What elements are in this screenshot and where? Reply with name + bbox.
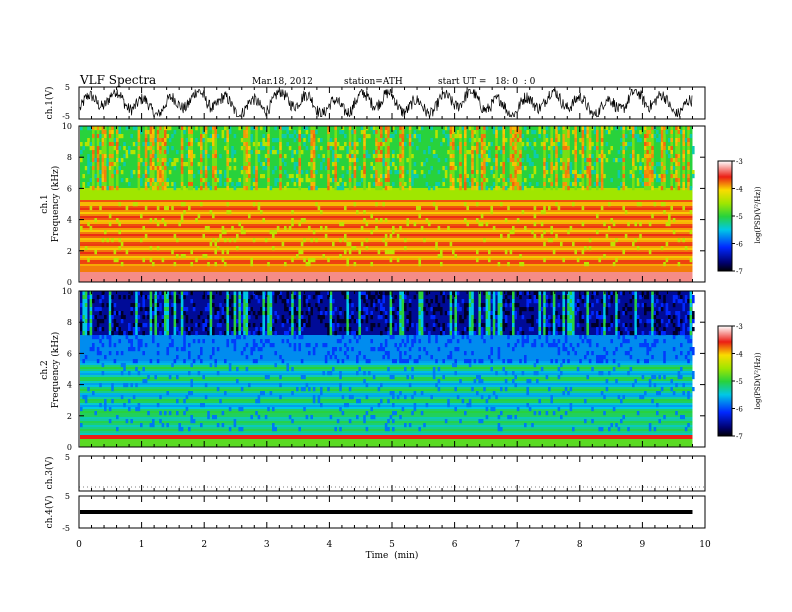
ch1-spectrogram-image xyxy=(80,126,695,283)
ch2-spectrogram-colorbar-tick: -7 xyxy=(736,433,743,441)
panel-2-frame xyxy=(78,125,706,283)
ch1-spectrogram-colorbar-tick: -4 xyxy=(736,186,743,194)
ch1-ylabel: ch.1(V) xyxy=(44,87,55,120)
x-tick-label: 1 xyxy=(139,540,145,550)
ch1-spectrogram-ytick-label: 6 xyxy=(67,184,72,193)
ch4-waveform-trace xyxy=(80,510,693,514)
x-axis-tick-labels: 0 1 2 3 4 5 6 7 8 9 10 xyxy=(76,540,711,550)
ch2-spectrogram-colorbar-tick: -3 xyxy=(736,323,743,331)
x-tick-label: 7 xyxy=(514,540,520,550)
ch2-spec-ylabel-channel: ch.2 xyxy=(40,360,50,379)
ch1-spectrogram-colorbar: -3 -4 -5 -6 -7 xyxy=(717,158,743,276)
ch4-ytick-top: 5 xyxy=(65,492,70,501)
ch2-spectrogram-ytick-label: 2 xyxy=(67,412,72,421)
start-time-label: start UT = 18: 0 : 0 xyxy=(438,77,536,87)
ch2-spectrogram-colorbar: -3 -4 -5 -6 -7 xyxy=(717,323,743,441)
ch1-spectrogram-colorbar-tick: -3 xyxy=(736,158,743,166)
ch2-spectrogram-colorbar-tick: -5 xyxy=(736,378,743,386)
panels-layer xyxy=(78,86,706,529)
x-tick-label: 2 xyxy=(201,540,207,550)
ch2-spec-ytick-labels: 0 2 4 6 8 10 xyxy=(62,287,72,452)
ch1-spec-ylabel-channel: ch.1 xyxy=(40,194,50,213)
ch1-spec-ytick-labels: 0 2 4 6 8 10 xyxy=(62,122,72,287)
x-tick-label: 5 xyxy=(389,540,395,550)
panel-1-frame xyxy=(78,86,706,120)
ch2-spectrogram-ytick-label: 8 xyxy=(67,318,72,327)
ch1-spectrogram-ytick-label: 10 xyxy=(62,122,72,131)
x-tick-label: 0 xyxy=(76,540,82,550)
ch1-spectrogram-ytick-label: 0 xyxy=(67,278,72,287)
x-axis-label: Time (min) xyxy=(366,550,419,561)
ch1-spec-ylabel-frequency: Frequency (kHz) xyxy=(50,166,61,243)
x-tick-label: 9 xyxy=(640,540,646,550)
panel-4-frame xyxy=(78,455,706,492)
ch2-spectrogram-ytick-label: 4 xyxy=(67,381,72,390)
station-label: station=ATH xyxy=(344,77,403,87)
ch2-colorbar-label: log(PSD(V²/Hz)) xyxy=(754,352,762,409)
ch1-ytick-bottom: -5 xyxy=(62,112,70,121)
figure-title: VLF Spectra xyxy=(79,73,156,87)
ch1-spectrogram-ytick-label: 4 xyxy=(67,216,72,225)
ch1-spectrogram-ytick-label: 8 xyxy=(67,153,72,162)
ch2-spectrogram-image xyxy=(80,291,695,448)
ch2-spectrogram-ytick-label: 0 xyxy=(67,443,72,452)
ch1-spectrogram-colorbar-tick: -5 xyxy=(736,213,743,221)
colorbars-layer: -3 -4 -5 -6 -7 -3 -4 -5 -6 -7 xyxy=(717,158,743,441)
ch3-ytick-top: 5 xyxy=(65,453,70,462)
panel-3-frame xyxy=(78,290,706,448)
ch1-spectrogram-colorbar-tick: -6 xyxy=(736,241,743,249)
ch2-spectrogram-ytick-label: 10 xyxy=(62,287,72,296)
ch1-spectrogram-ytick-label: 2 xyxy=(67,247,72,256)
ch1-spectrogram-colorbar-tick: -7 xyxy=(736,268,743,276)
x-tick-label: 4 xyxy=(327,540,333,550)
ch2-spectrogram-ytick-label: 6 xyxy=(67,349,72,358)
x-tick-label: 10 xyxy=(699,540,711,550)
ch1-waveform-trace xyxy=(79,88,693,118)
panel-5-frame xyxy=(78,495,706,529)
ch2-spec-ylabel-frequency: Frequency (kHz) xyxy=(50,332,61,409)
date-label: Mar.18, 2012 xyxy=(252,77,313,87)
x-tick-label: 8 xyxy=(577,540,583,550)
x-tick-label: 6 xyxy=(452,540,458,550)
ch4-ytick-bottom: -5 xyxy=(62,524,70,533)
x-tick-label: 3 xyxy=(264,540,270,550)
ch1-ytick-top: 5 xyxy=(65,83,70,92)
ch3-ylabel: ch.3(V) xyxy=(44,457,55,490)
ch2-spectrogram-colorbar-tick: -6 xyxy=(736,406,743,414)
ch1-colorbar-label: log(PSD(V²/Hz)) xyxy=(754,186,762,243)
ch4-ylabel: ch.4(V) xyxy=(44,496,55,529)
ch2-spectrogram-colorbar-tick: -4 xyxy=(736,351,743,359)
